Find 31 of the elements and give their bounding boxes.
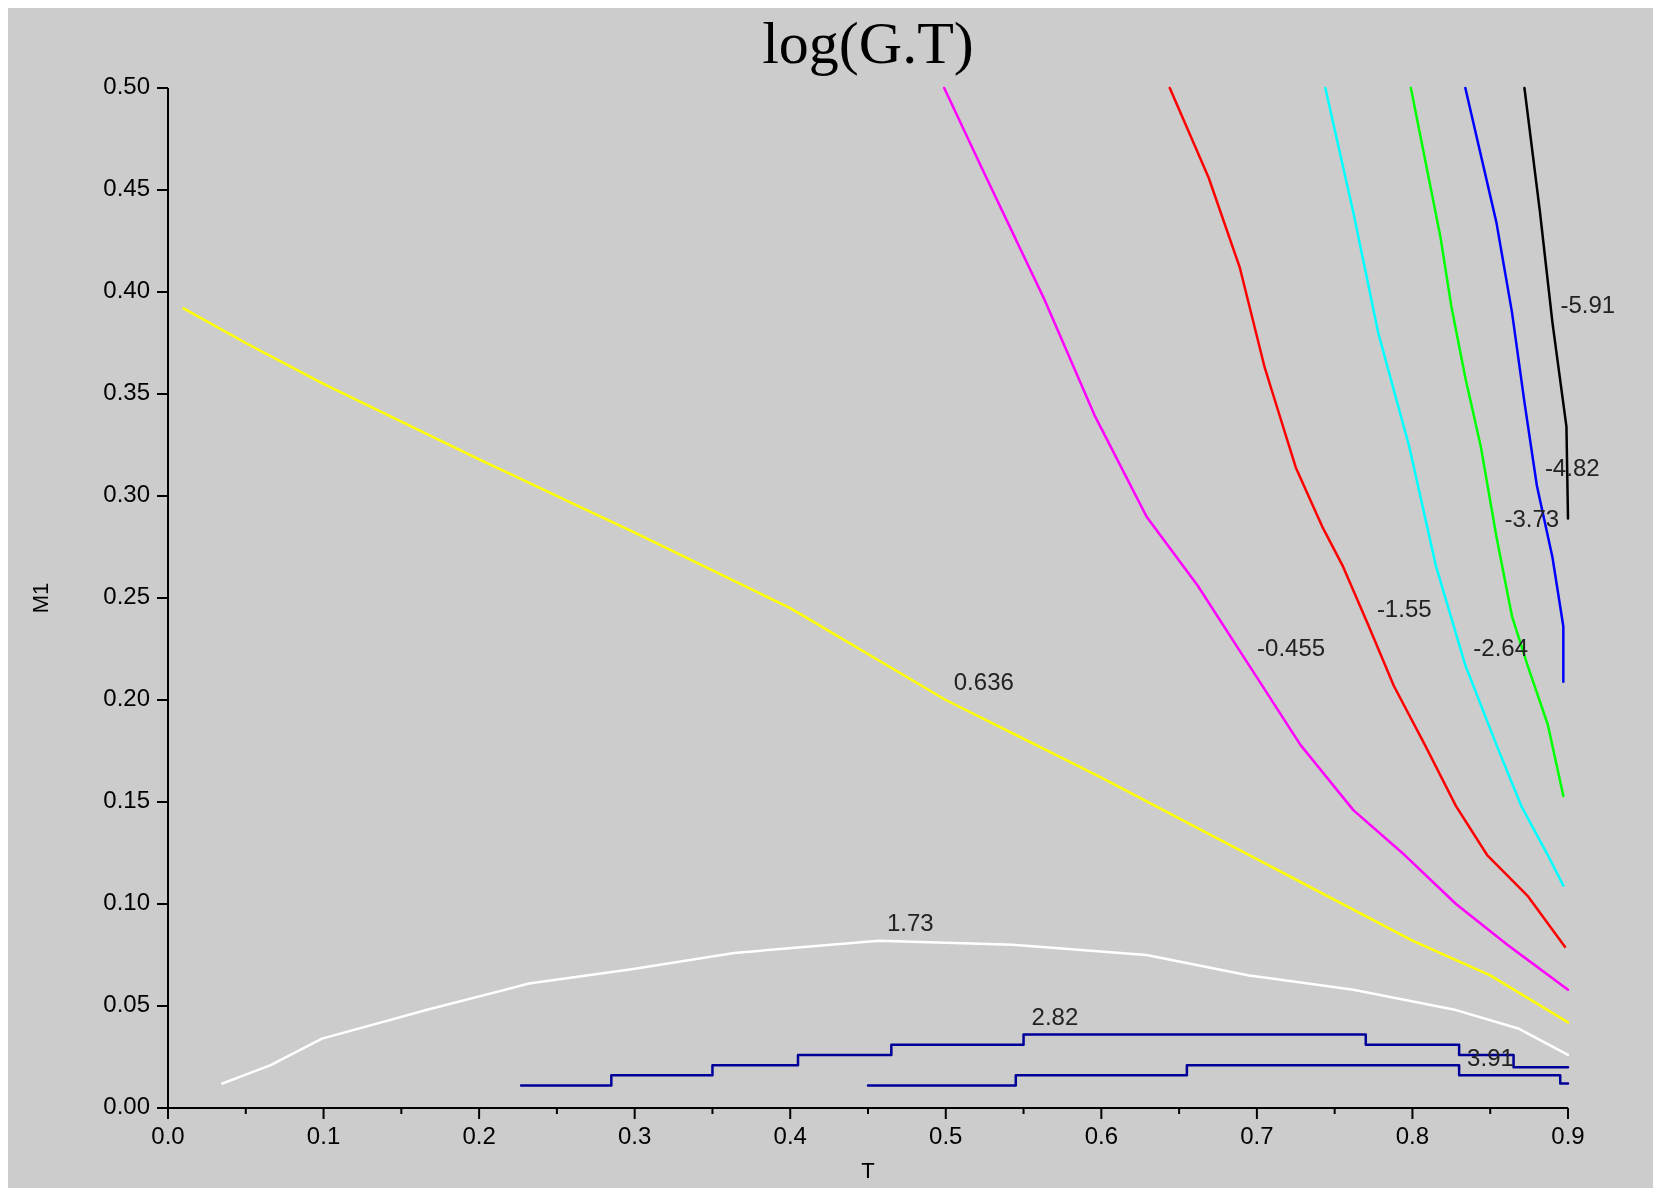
series-label: -0.455	[1257, 633, 1326, 661]
y-tick-label: 0.45	[103, 174, 150, 202]
x-tick-label: 0.3	[617, 1122, 652, 1149]
y-tick-label: 0.05	[103, 990, 150, 1018]
y-tick-label: 0.30	[103, 480, 150, 508]
y-axis-title: M1	[28, 582, 53, 614]
series-label: 2.82	[1031, 1002, 1079, 1030]
x-tick-label: 0.0	[151, 1122, 185, 1149]
line-series	[221, 939, 1570, 1085]
y-tick-label: 0.25	[103, 582, 150, 610]
chart-title: log(G.T)	[762, 10, 974, 76]
series-label: 0.636	[953, 668, 1014, 696]
y-tick-label: 0.00	[103, 1092, 150, 1120]
y-tick-label: 0.40	[103, 276, 150, 304]
series-label: -1.55	[1376, 594, 1432, 622]
x-axis-title: T	[861, 1158, 875, 1183]
x-tick-label: 0.6	[1084, 1122, 1119, 1149]
y-tick-label: 0.35	[103, 378, 150, 406]
series-label: -5.91	[1560, 290, 1616, 318]
series-label: 1.73	[886, 909, 934, 937]
y-tick-label: 0.50	[103, 72, 150, 100]
x-tick-label: 0.7	[1240, 1122, 1274, 1149]
x-tick-label: 0.4	[773, 1122, 807, 1149]
x-tick-label: 0.2	[462, 1122, 496, 1149]
x-tick-label: 0.5	[929, 1122, 963, 1149]
y-tick-label: 0.15	[103, 786, 150, 814]
y-tick-label: 0.10	[103, 888, 150, 916]
x-tick-label: 0.1	[306, 1122, 341, 1149]
y-tick-label: 0.20	[103, 684, 150, 712]
x-tick-label: 0.8	[1395, 1122, 1430, 1149]
x-tick-label: 0.9	[1551, 1122, 1585, 1149]
